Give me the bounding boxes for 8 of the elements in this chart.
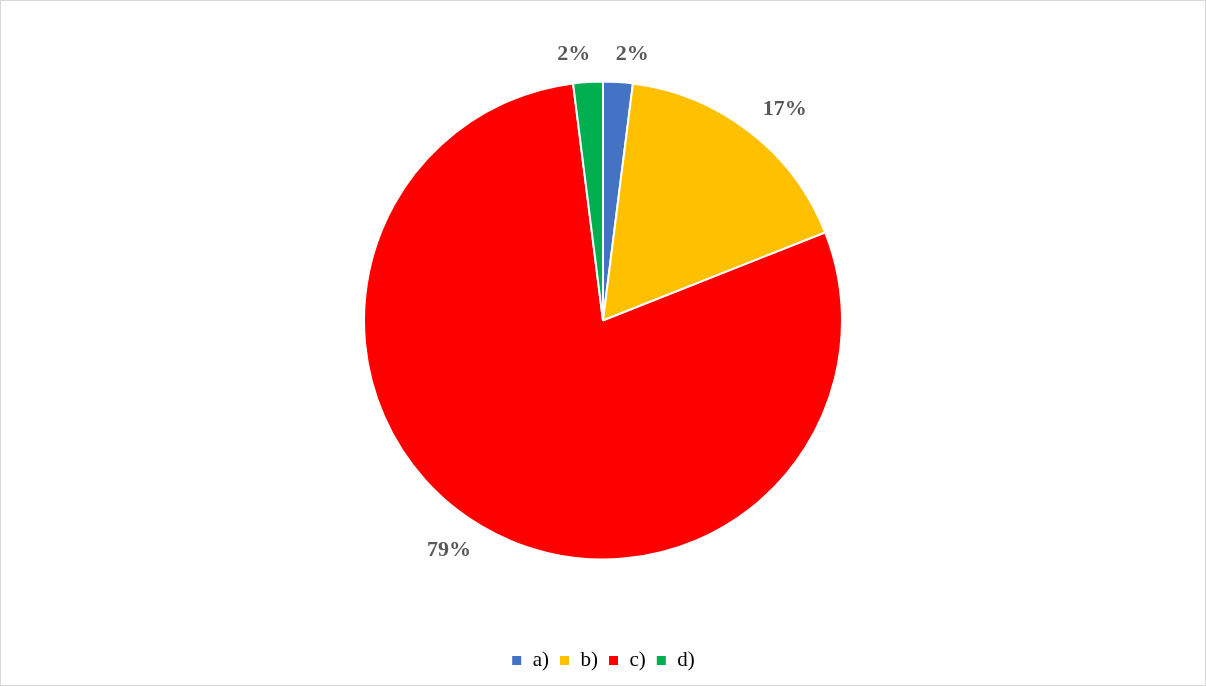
data-label: 2% [557, 39, 591, 65]
legend-label: b) [580, 647, 599, 672]
legend-label: a) [532, 647, 550, 672]
data-label: 2% [615, 39, 649, 65]
data-label: 79% [427, 536, 472, 562]
data-label: 17% [762, 95, 807, 121]
legend-label: c) [629, 647, 646, 672]
legend-label: d) [677, 647, 695, 672]
